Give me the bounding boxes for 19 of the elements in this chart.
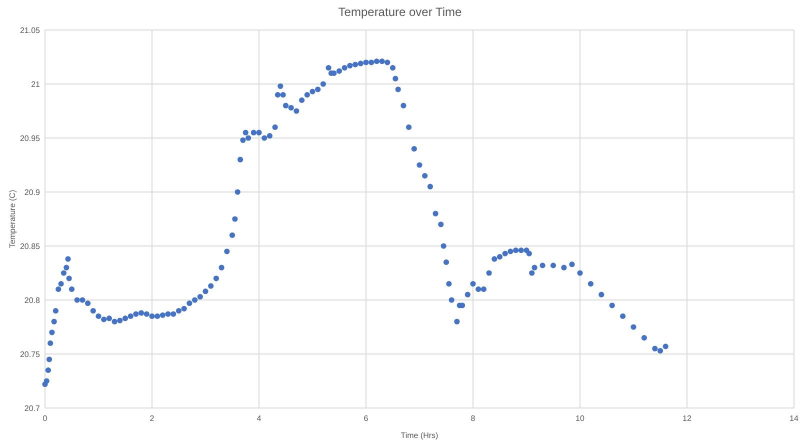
x-axis-title: Time (Hrs): [400, 431, 439, 440]
x-tick-label: 2: [150, 414, 155, 423]
x-tick-label: 12: [682, 414, 692, 423]
y-tick-label: 20.8: [24, 296, 41, 305]
x-tick-label: 10: [576, 414, 585, 423]
y-tick-label: 20.75: [20, 350, 41, 359]
chart-title: Temperature over Time: [338, 5, 462, 19]
x-tick-label: 6: [364, 414, 369, 423]
y-tick-label: 21.05: [20, 26, 41, 35]
x-tick-label: 8: [470, 414, 476, 423]
y-tick-label: 20.9: [24, 188, 41, 197]
y-tick-label: 20.7: [24, 404, 41, 413]
x-tick-label: 0: [42, 414, 48, 423]
x-tick-label: 4: [256, 414, 262, 423]
y-tick-label: 20.95: [20, 134, 41, 143]
x-tick-label: 14: [790, 414, 799, 423]
y-tick-label: 20.85: [20, 242, 41, 251]
y-axis-title: Temperature (C): [8, 190, 17, 248]
y-tick-label: 21: [31, 80, 41, 89]
